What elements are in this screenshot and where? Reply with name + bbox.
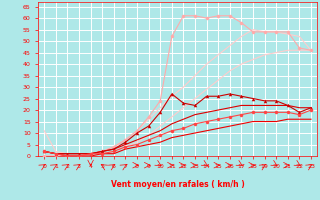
X-axis label: Vent moyen/en rafales ( km/h ): Vent moyen/en rafales ( km/h ) [111, 180, 244, 189]
